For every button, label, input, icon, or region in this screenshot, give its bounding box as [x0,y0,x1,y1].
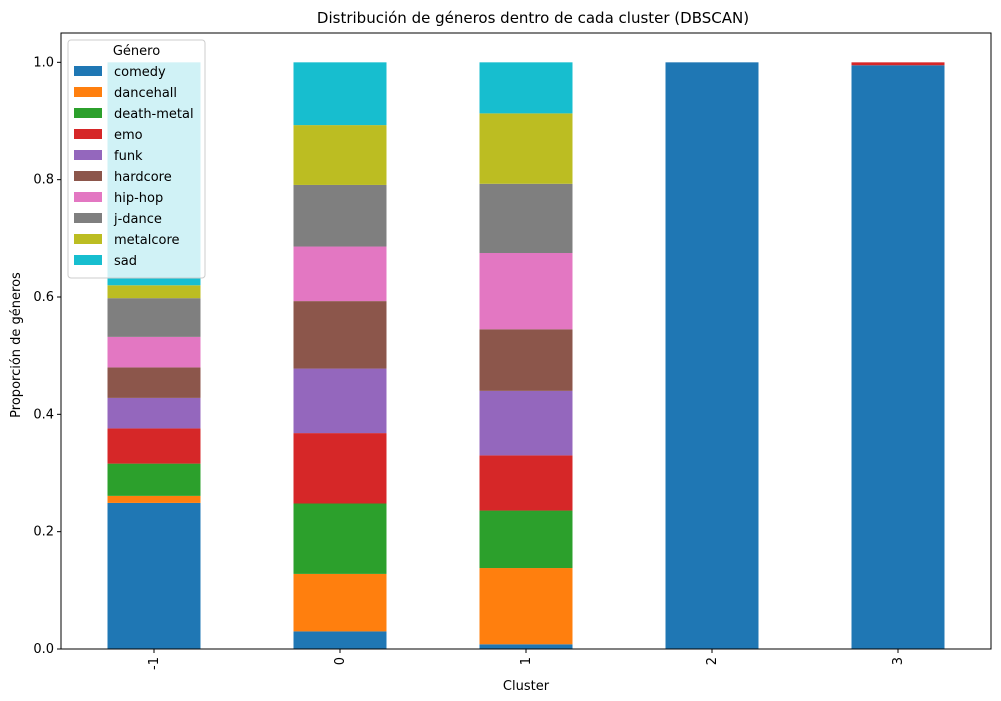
bar-segment-hip-hop-cluster--1 [107,336,201,368]
bar-segment-hardcore-cluster-0 [293,301,387,369]
bar-segment-sad-cluster-0 [293,62,387,126]
bar-segment-death-metal-cluster-1 [479,510,573,569]
bar-segment-death-metal-cluster-0 [293,503,387,574]
legend-title: Género [113,44,160,59]
legend-swatch-comedy [74,66,102,76]
bar-segment-hardcore-cluster-1 [479,329,573,391]
y-axis: 0.0 0.2 0.4 0.6 0.8 1.0 [33,55,61,657]
legend-swatch-sad [74,255,102,265]
legend-label-hip-hop: hip-hop [114,191,163,206]
legend-label-j-dance: j-dance [113,212,162,227]
x-axis-label: Cluster [503,679,550,694]
bar-segment-hip-hop-cluster-1 [479,253,573,330]
legend-label-hardcore: hardcore [114,170,172,185]
x-tick-label: -1 [147,657,162,670]
legend-label-death-metal: death-metal [114,107,194,122]
x-tick-label: 2 [705,657,720,665]
bar-segment-comedy-cluster--1 [107,502,201,649]
legend-label-sad: sad [114,254,137,269]
bar-segment-sad-cluster-1 [479,62,573,114]
y-tick-label: 0.8 [33,173,54,188]
legend-label-metalcore: metalcore [114,233,180,248]
legend-swatch-hip-hop [74,192,102,202]
bar-segment-hip-hop-cluster-0 [293,246,387,302]
legend-swatch-metalcore [74,234,102,244]
bar-segment-funk-cluster--1 [107,397,201,429]
y-tick-label: 0.4 [33,407,54,422]
bar-segment-comedy-cluster-0 [293,631,387,649]
x-axis: -1 0 1 2 3 [147,649,906,670]
legend-swatch-j-dance [74,213,102,223]
bar-segment-emo-cluster-0 [293,433,387,504]
bar-segment-metalcore-cluster--1 [107,285,201,299]
bar-segment-dancehall-cluster-1 [479,568,573,645]
bar-segment-dancehall-cluster--1 [107,495,201,503]
bar-segment-metalcore-cluster-1 [479,113,573,184]
bar-segment-j-dance-cluster-1 [479,183,573,253]
bar-segment-funk-cluster-0 [293,368,387,434]
y-tick-label: 0.6 [33,290,54,305]
x-tick-label: 3 [891,657,906,665]
legend-swatch-dancehall [74,87,102,97]
legend-box [67,39,206,279]
bar-segment-dancehall-cluster-0 [293,573,387,632]
legend-label-funk: funk [114,149,143,164]
legend-swatch-funk [74,150,102,160]
bar-segment-metalcore-cluster-0 [293,125,387,185]
legend-label-emo: emo [114,128,143,143]
legend: Género comedy dancehall death-metal emo funk h… [67,39,206,279]
chart-title: Distribución de géneros dentro de cada c… [317,9,749,27]
y-tick-label: 0.2 [33,525,54,540]
bar-segment-j-dance-cluster--1 [107,298,201,337]
plot-area [107,62,945,650]
legend-label-dancehall: dancehall [114,86,177,101]
bar-segment-j-dance-cluster-0 [293,184,387,247]
legend-swatch-hardcore [74,171,102,181]
bar-segment-death-metal-cluster--1 [107,463,201,496]
legend-label-comedy: comedy [114,65,166,80]
bar-segment-comedy-cluster-1 [479,644,573,649]
bar-segment-comedy-cluster-3 [851,65,945,650]
y-axis-label: Proporción de géneros [9,272,24,418]
bar-segment-hardcore-cluster--1 [107,367,201,398]
x-tick-label: 0 [333,657,348,665]
y-tick-label: 0.0 [33,642,54,657]
bar-segment-funk-cluster-1 [479,390,573,456]
y-tick-label: 1.0 [33,55,54,70]
x-tick-label: 1 [519,657,534,665]
bar-segment-emo-cluster--1 [107,428,201,464]
bar-segment-emo-cluster-3 [851,62,945,66]
bar-segment-comedy-cluster-2 [665,62,759,650]
legend-swatch-emo [74,129,102,139]
bar-segment-emo-cluster-1 [479,455,573,511]
legend-swatch-death-metal [74,108,102,118]
